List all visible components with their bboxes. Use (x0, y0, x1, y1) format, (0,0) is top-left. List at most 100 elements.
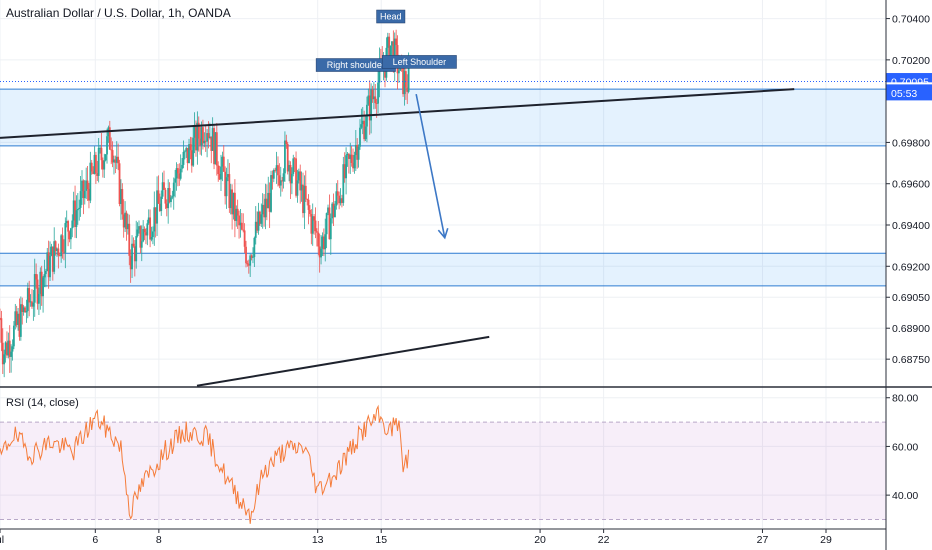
candle-body (372, 96, 375, 100)
candle-body (136, 229, 139, 237)
candle-body (51, 246, 54, 272)
candle-body (31, 301, 33, 307)
candle-body (47, 252, 50, 278)
candle-body (374, 96, 377, 104)
candle-body (352, 162, 354, 169)
candle-body (46, 252, 49, 271)
candle-body (199, 138, 202, 146)
candle-body (306, 198, 309, 200)
candle-body (349, 154, 352, 159)
candle-body (76, 208, 79, 211)
candle-body (79, 191, 82, 208)
candle-body (124, 212, 126, 228)
candle-body (49, 255, 51, 278)
candle-body (281, 180, 284, 182)
candle-body (104, 154, 107, 161)
candle-body (36, 279, 39, 304)
candle-body (378, 61, 381, 83)
candle-body (197, 122, 200, 139)
candle-body (89, 162, 92, 201)
candle-body (128, 223, 131, 256)
candle-body (132, 243, 135, 247)
candle-body (240, 222, 243, 230)
candle-body (178, 173, 181, 179)
candle-body (190, 150, 193, 166)
trendline-0 (0, 88, 795, 139)
candle-body (404, 71, 407, 88)
candle-body (243, 230, 246, 247)
candle-body (253, 237, 256, 258)
candle-body (367, 95, 370, 105)
candle-body (117, 156, 120, 164)
candle-body (406, 87, 409, 92)
candle-body (151, 231, 154, 238)
candle-body (40, 271, 43, 297)
candle-body (388, 36, 391, 66)
candle-body (310, 214, 313, 234)
annotation-label: Head (380, 12, 402, 22)
candle-body (407, 68, 410, 92)
candle-body (32, 302, 35, 307)
candle-body (21, 304, 24, 312)
candle-body (19, 304, 22, 337)
candle-body (233, 192, 236, 221)
candle-body (210, 136, 213, 151)
candle-body (403, 71, 406, 95)
candle-body (386, 36, 389, 48)
candle-body (167, 188, 170, 209)
candle-body (146, 223, 149, 236)
candle-body (179, 168, 182, 179)
candle-body (220, 166, 222, 180)
projection-arrow (415, 93, 446, 238)
candle-body (126, 223, 129, 230)
candle-body (290, 173, 293, 184)
candle-body (309, 209, 311, 215)
candle-body (297, 171, 300, 181)
candle-body (402, 59, 404, 95)
candle-body (285, 140, 288, 145)
candle-body (211, 128, 214, 151)
y-tick-label: 0.69050 (892, 292, 930, 304)
candle-body (4, 342, 7, 355)
candle-body (25, 310, 28, 313)
y-tick-label: 0.68900 (892, 323, 930, 335)
candle-body (346, 153, 349, 156)
candle-body (182, 151, 185, 165)
x-tick-label: 15 (375, 534, 387, 546)
candle-body (170, 197, 172, 203)
candle-body (68, 231, 71, 240)
y-tick-label: 0.68750 (892, 354, 930, 366)
candle-body (193, 125, 196, 138)
candle-body (54, 241, 57, 252)
zone-0 (0, 89, 886, 146)
candle-body (75, 210, 78, 227)
y-tick-label: 0.70200 (892, 55, 930, 67)
rsi-band (0, 422, 886, 520)
candle-body (329, 218, 332, 240)
candle-body (360, 124, 363, 128)
candle-body (72, 200, 75, 221)
candle-body (138, 226, 140, 230)
candle-body (121, 189, 124, 215)
annotation-label: Right shoulder (327, 60, 385, 70)
candle-body (175, 168, 178, 179)
x-tick-label: 29 (820, 534, 832, 546)
candle-body (1, 342, 4, 365)
candle-body (232, 192, 235, 215)
candle-body (69, 228, 72, 240)
candle-body (377, 82, 379, 104)
y-tick-label: 0.69400 (892, 220, 930, 232)
x-tick-label: ul (0, 534, 4, 546)
candle-body (58, 255, 61, 257)
candle-body (354, 144, 357, 156)
candle-body (133, 246, 136, 262)
candle-body (8, 340, 11, 357)
candle-body (324, 234, 327, 250)
candle-body (231, 189, 234, 215)
candle-body (345, 155, 347, 179)
candle-body (172, 182, 175, 197)
candle-body (143, 229, 146, 233)
candle-body (150, 237, 153, 240)
candle-body (242, 229, 245, 231)
candle-body (74, 200, 76, 227)
